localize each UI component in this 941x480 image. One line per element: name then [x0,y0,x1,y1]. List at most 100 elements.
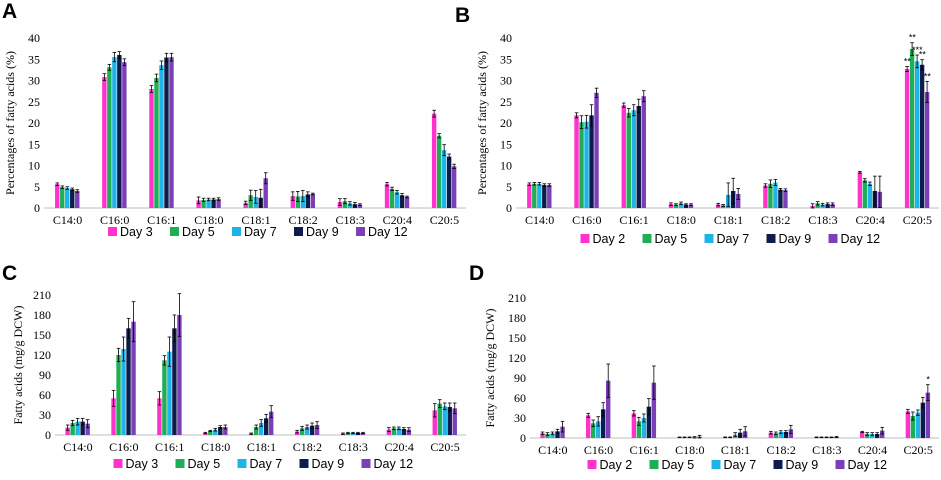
bar-C18-0-day-12 [688,204,694,208]
y-tick-label: 40 [28,31,40,45]
bar-C18-0-day-12 [223,427,228,435]
significance-marker: ** [919,50,927,60]
bar-C16-1-day-5 [636,421,642,438]
legend-item: Day 3 [113,457,158,471]
x-tick-label: C20:5 [903,443,932,457]
legend-item: Day 12 [361,457,413,471]
panel-letter-a: A [2,0,17,23]
legend-swatch [232,227,241,236]
bar-C18-2-day-9 [783,432,789,438]
y-tick-label: 60 [39,388,51,402]
y-tick-label: 15 [28,137,40,151]
x-tick-label: C20:5 [903,213,932,227]
x-tick-label: C16:0 [572,213,601,227]
legend-item: Day 2 [580,232,625,246]
x-tick-label: C18:3 [336,213,365,227]
bar-C20-4-day-2 [860,432,865,438]
x-tick-label: C18:1 [247,440,276,454]
bar-C16-1-day-2 [631,413,637,438]
bar-C16-0-day-9 [589,115,594,208]
bar-C18-2-day-7 [773,182,778,208]
y-tick-label: 25 [500,95,512,109]
chart-panel-c: Fatty acids (mg/g DCW) 0 30 60 90 120 150 180 21… [11,288,466,471]
x-tick-label: C18:2 [288,213,317,227]
significance-marker: ** [909,33,917,43]
bar-C16-0-day-7 [584,121,589,208]
legend-label: Day 12 [841,232,881,246]
chart-panel-b: Percentages of fatty acids (%) 0 5 10 15 20 25… [475,31,939,246]
panel-letter-c: C [2,262,17,285]
legend-item: Day 9 [773,458,819,472]
y-tick-label: 5 [506,180,512,194]
legend-item: Day 7 [237,457,282,471]
y-tick-label: 120 [508,351,526,365]
bar-C18-2-day-9 [778,189,783,208]
bar-C16-1-day-7 [159,65,164,208]
bar-C18-0-day-9 [211,199,216,208]
significance-marker: ** [904,56,912,66]
legend-swatch [711,460,721,469]
bar-C14-0-day-9 [70,189,75,208]
legend-label: Day 7 [244,225,277,239]
bar-C18-0-day-9 [218,427,223,435]
bar-C16-0-day-9 [117,55,122,208]
bar-C18-0-day-5 [673,204,679,208]
bar-C16-1-day-12 [651,382,657,438]
legend-swatch [587,460,597,469]
legend-label: Day 9 [306,225,339,239]
y-tick-label: 35 [500,52,512,66]
legend-item: Day 5 [649,458,694,472]
bar-C20-4-day-9 [401,429,407,435]
bar-C18-2-day-5 [773,433,779,438]
bar-C20-4-day-12 [404,196,410,208]
x-tick-label: C18:2 [293,440,322,454]
panel-letter-b: B [455,4,470,27]
legend-swatch [170,227,179,236]
bar-C16-1-day-12 [641,96,646,208]
x-tick-label: C18:3 [339,440,368,454]
bar-C18-1-day-5 [254,427,259,435]
bar-C18-1-day-9 [264,418,269,435]
chart-panel-a: Percentages of fatty acids (%) 0 5 10 15 20 25… [3,31,466,239]
bar-C20-5-day-7 [914,61,920,208]
bar-C18-2-day-5 [295,196,301,208]
bar-C18-3-day-7 [347,203,353,208]
bar-C18-0-day-7 [213,429,218,435]
bar-C18-3-day-5 [815,203,820,208]
bar-C18-0-day-12 [216,199,221,208]
bar-C20-4-day-5 [391,428,397,435]
x-tick-label: C16:0 [100,213,129,227]
x-tick-label: C20:5 [430,440,459,454]
x-tick-label: C18:3 [808,213,837,227]
bar-C14-0-day-7 [537,183,542,208]
bar-C18-1-day-12 [736,193,741,208]
bar-C16-1-day-5 [626,112,631,208]
bar-C16-1-day-3 [157,398,162,435]
bar-C18-2-day-9 [305,194,311,208]
bar-C20-5-day-2 [905,411,911,438]
bar-C18-3-day-9 [825,204,830,208]
y-tick-label: 210 [508,291,526,305]
bar-C20-5-day-5 [910,416,916,438]
x-tick-label: C18:1 [714,213,743,227]
bar-C18-0-day-7 [206,199,211,208]
bar-C20-4-day-9 [399,195,405,208]
y-tick-label: 0 [520,431,526,445]
legend-label: Day 9 [786,458,819,472]
bar-C18-0-day-5 [208,431,213,435]
legend-item: Day 9 [766,232,811,246]
bar-C16-1-day-7 [631,110,636,208]
legend-label: Day 2 [600,458,633,472]
legend-label: Day 5 [182,225,215,239]
legend-item: Day 9 [299,457,344,471]
bar-C18-2-day-3 [290,196,296,208]
legend-swatch [704,234,714,243]
bar-C20-4-day-9 [875,434,880,438]
bar-C18-2-day-5 [299,428,305,435]
bar-C16-1-day-9 [164,57,169,208]
bar-C14-0-day-9 [555,431,560,438]
y-tick-label: 20 [500,116,512,130]
bar-C18-0-day-2 [668,204,674,208]
legend-label: Day 3 [120,225,153,239]
y-tick-label: 10 [28,159,40,173]
